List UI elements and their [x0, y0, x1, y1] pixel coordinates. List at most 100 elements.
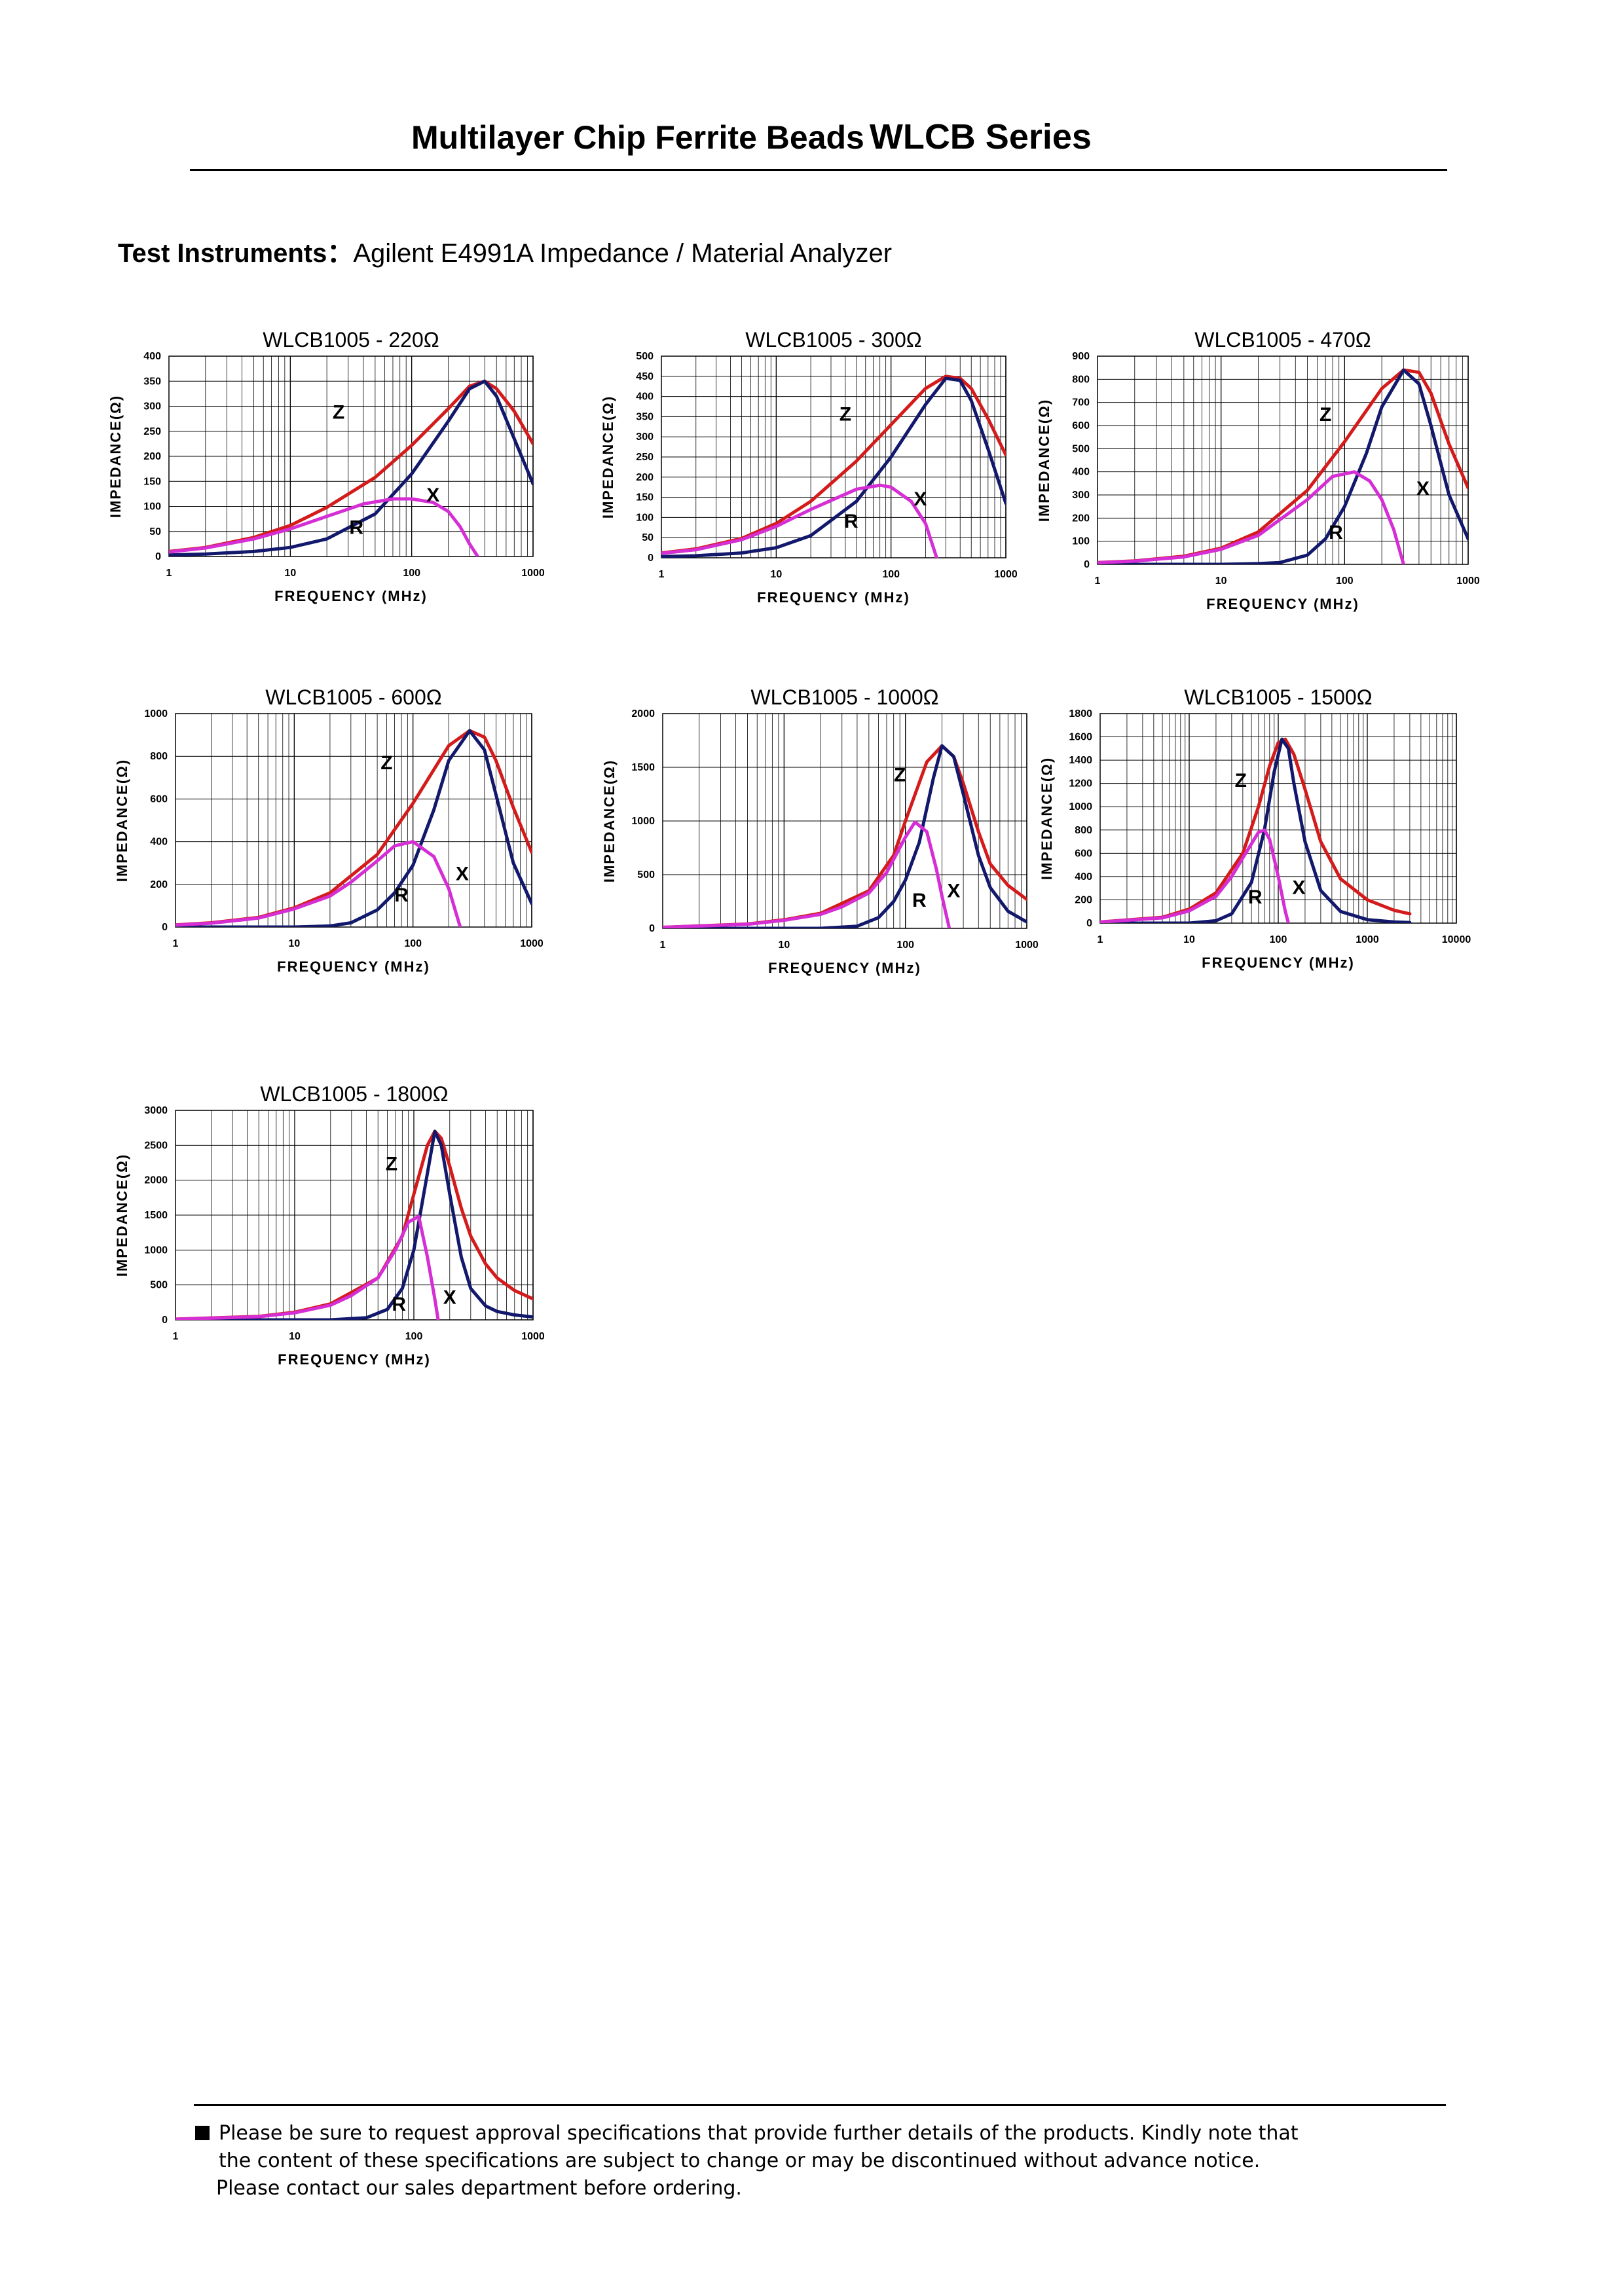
y-tick-label: 1500 [631, 762, 655, 773]
x-tick-label: 1000 [1356, 934, 1379, 945]
y-tick-label: 250 [143, 426, 161, 437]
series-R-line [175, 1214, 440, 1320]
y-tick-label: 1400 [1069, 755, 1092, 766]
y-tick-label: 400 [143, 351, 161, 362]
footer-divider [194, 2104, 1446, 2106]
y-tick-label: 500 [637, 869, 655, 881]
curve-label-R: R [1248, 886, 1263, 908]
y-tick-label: 150 [143, 476, 161, 487]
series-X-line [663, 744, 1027, 928]
y-tick-label: 300 [143, 401, 161, 412]
y-tick-label: 400 [636, 392, 654, 403]
x-tick-label: 1 [660, 939, 666, 951]
x-tick-label: 1 [1095, 575, 1101, 587]
x-tick-label: 1000 [1456, 575, 1480, 587]
y-tick-label: 300 [636, 431, 654, 443]
y-tick-label: 1200 [1069, 778, 1092, 790]
series-X-line [1098, 368, 1468, 564]
x-axis-label: FREQUENCY (MHz) [768, 960, 921, 976]
y-tick-label: 900 [1072, 351, 1090, 362]
curve-label-X: X [443, 1286, 456, 1308]
curve-label-Z: Z [333, 402, 344, 424]
y-tick-label: 200 [1075, 894, 1092, 905]
y-tick-label: 500 [636, 351, 654, 362]
y-tick-label: 1000 [144, 708, 168, 720]
plot-frame [1097, 355, 1469, 565]
curve-label-Z: Z [840, 404, 851, 426]
x-tick-label: 100 [896, 939, 914, 951]
square-bullet-icon [195, 2126, 210, 2140]
y-tick-label: 400 [1075, 871, 1092, 883]
y-tick-label: 200 [143, 451, 161, 462]
y-tick-label: 50 [642, 532, 654, 543]
y-tick-label: 800 [150, 751, 168, 762]
x-tick-label: 100 [404, 938, 422, 949]
y-axis-label: IMPEDANCE(Ω) [600, 395, 616, 519]
header-divider [190, 169, 1447, 171]
plot-frame [175, 713, 532, 928]
y-tick-label: 0 [1084, 559, 1090, 570]
x-tick-label: 1000 [1015, 939, 1039, 951]
chart-3: 0 100 200 300 400 500 600 700 800 900 1 10 100 1000 WL… [1036, 328, 1480, 612]
page-title-series: WLCB Series [869, 117, 1092, 156]
curve-label-X: X [1416, 478, 1430, 500]
series-R-line [1098, 470, 1405, 564]
page-title-main: Multilayer Chip Ferrite Beads [411, 119, 864, 156]
x-tick-label: 1 [659, 569, 665, 580]
curve-label-R: R [394, 884, 409, 906]
curve-label-Z: Z [386, 1154, 397, 1175]
y-axis-label: IMPEDANCE(Ω) [114, 759, 130, 882]
series-R-line [663, 820, 951, 928]
y-axis-label: IMPEDANCE(Ω) [107, 395, 124, 518]
chart-title: WLCB1005 - 600Ω [265, 685, 441, 709]
curve-label-Z: Z [894, 764, 906, 786]
y-tick-label: 250 [636, 452, 654, 463]
y-tick-label: 700 [1072, 397, 1090, 409]
chart-6: 0 200 400 600 800 1000 1200 1400 1600 1800 1 10 100 1… [1039, 685, 1471, 971]
footer-line-3: Please contact our sales department befo… [216, 2177, 742, 2200]
series-X-line [1100, 737, 1412, 923]
x-tick-label: 100 [1270, 934, 1287, 945]
y-tick-label: 3000 [144, 1105, 168, 1116]
y-tick-label: 1500 [144, 1210, 168, 1221]
y-tick-label: 200 [636, 472, 654, 483]
y-tick-label: 200 [150, 879, 168, 890]
test-instruments-label: Test Instruments： [118, 239, 354, 268]
y-tick-label: 600 [1072, 420, 1090, 431]
x-tick-label: 10 [1183, 934, 1195, 945]
x-axis-label: FREQUENCY (MHz) [278, 1351, 431, 1368]
y-tick-label: 400 [150, 837, 168, 848]
chart-title: WLCB1005 - 300Ω [745, 328, 921, 352]
y-tick-label: 0 [162, 1315, 168, 1326]
series-R-line [661, 483, 938, 558]
x-tick-label: 10 [289, 1331, 301, 1342]
x-tick-label: 10000 [1442, 934, 1471, 945]
curve-label-X: X [947, 880, 960, 902]
y-tick-label: 500 [1072, 443, 1090, 454]
x-axis-label: FREQUENCY (MHz) [277, 958, 430, 975]
y-axis-label: IMPEDANCE(Ω) [601, 759, 618, 883]
x-axis-label: FREQUENCY (MHz) [757, 589, 910, 606]
x-tick-label: 10 [778, 939, 790, 951]
x-axis-label: FREQUENCY (MHz) [274, 588, 428, 604]
chart-title: WLCB1005 - 1500Ω [1184, 685, 1372, 709]
curve-label-R: R [349, 517, 363, 539]
chart-title: WLCB1005 - 1000Ω [750, 685, 938, 709]
x-tick-label: 1 [173, 1331, 179, 1342]
x-tick-label: 1000 [521, 568, 545, 579]
series-X-line [175, 729, 532, 927]
y-tick-label: 1800 [1069, 708, 1092, 720]
y-tick-label: 0 [648, 553, 654, 564]
y-tick-label: 1000 [631, 816, 655, 827]
series-R-line [169, 497, 479, 556]
x-tick-label: 100 [882, 569, 900, 580]
x-tick-label: 100 [1336, 575, 1354, 587]
x-tick-label: 1 [166, 568, 172, 579]
y-tick-label: 800 [1072, 374, 1090, 385]
chart-title: WLCB1005 - 1800Ω [260, 1082, 448, 1106]
chart-title: WLCB1005 - 470Ω [1194, 328, 1371, 352]
test-instruments: Test Instruments：Agilent E4991A Impedanc… [118, 232, 892, 270]
x-tick-label: 100 [403, 568, 420, 579]
y-tick-label: 2500 [144, 1140, 168, 1151]
curve-label-X: X [1292, 877, 1305, 899]
